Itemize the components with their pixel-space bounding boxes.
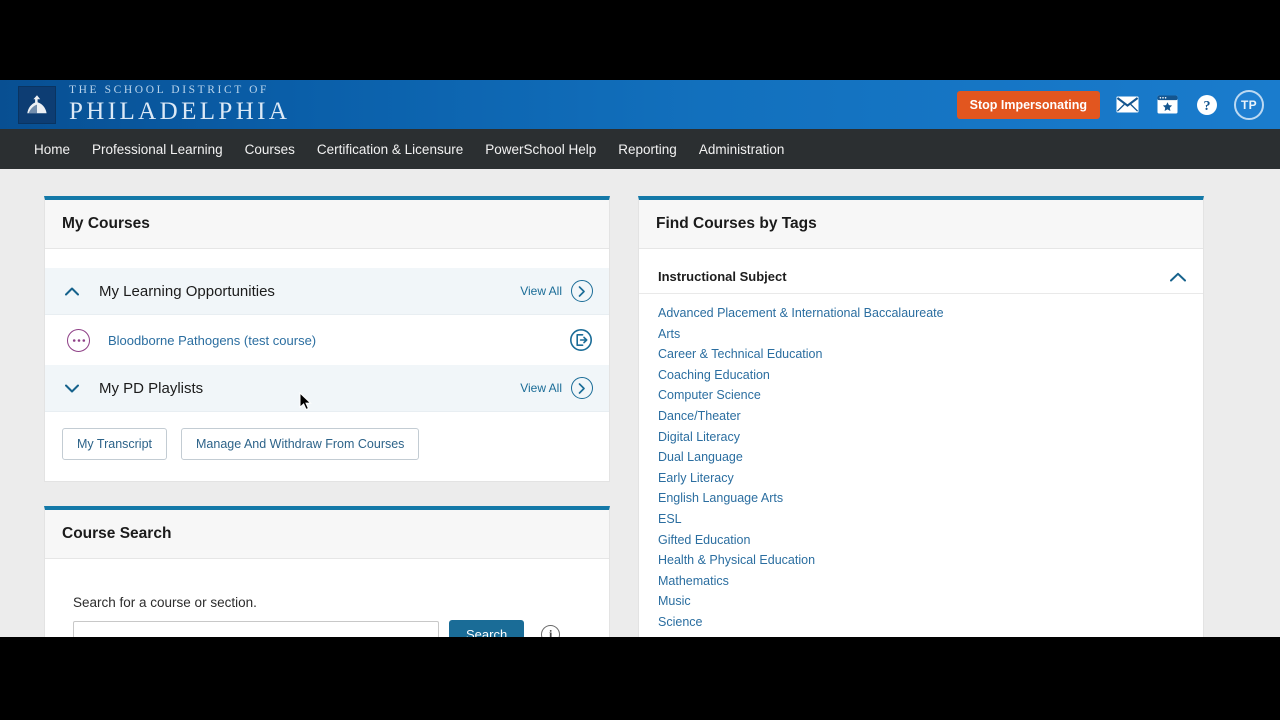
tag-item[interactable]: Coaching Education: [658, 367, 770, 382]
district-bell-logo-icon: [18, 85, 56, 124]
avatar[interactable]: TP: [1234, 89, 1264, 120]
mail-icon[interactable]: [1114, 92, 1140, 118]
search-button[interactable]: Search: [449, 620, 525, 637]
brand[interactable]: THE SCHOOL DISTRICT OF PHILADELPHIA: [18, 83, 291, 126]
page-content: My Courses My Learning Opportunities Vie…: [0, 169, 1280, 637]
header-actions: Stop Impersonating: [956, 89, 1264, 120]
svg-text:?: ?: [1204, 99, 1211, 114]
accordion-label: My PD Playlists: [99, 379, 204, 397]
find-courses-by-tags-title: Find Courses by Tags: [639, 200, 1203, 249]
find-courses-by-tags-panel: Find Courses by Tags Instructional Subje…: [638, 196, 1204, 637]
tag-item[interactable]: Arts: [658, 326, 681, 341]
my-transcript-button[interactable]: My Transcript: [62, 428, 168, 460]
accordion-label: My Learning Opportunities: [99, 282, 275, 300]
course-name-link[interactable]: Bloodborne Pathogens (test course): [108, 332, 317, 348]
accordion-my-learning-opportunities[interactable]: My Learning Opportunities View All: [45, 268, 609, 315]
nav-item-reporting[interactable]: Reporting: [618, 141, 677, 157]
course-search-body: Search for a course or section. Search i…: [45, 559, 609, 637]
letterbox-top: [0, 0, 1280, 80]
stop-impersonating-button[interactable]: Stop Impersonating: [956, 90, 1100, 119]
course-search-controls: Search i: [73, 620, 592, 637]
tag-list: Advanced Placement & International Bacca…: [639, 294, 1203, 637]
launch-course-icon[interactable]: [569, 328, 593, 352]
tag-section-title: Instructional Subject: [658, 269, 787, 284]
bookmark-window-icon[interactable]: [1154, 92, 1180, 118]
my-courses-title: My Courses: [45, 200, 609, 249]
view-all-learning-opportunities[interactable]: View All: [520, 280, 593, 302]
search-input[interactable]: [73, 621, 439, 637]
my-courses-body: My Learning Opportunities View All: [45, 268, 609, 481]
tags-body: Instructional Subject Advanced Placement…: [639, 249, 1203, 637]
nav-item-courses[interactable]: Courses: [244, 141, 295, 157]
nav-item-administration[interactable]: Administration: [698, 141, 785, 157]
tag-item[interactable]: ESL: [658, 511, 682, 526]
tag-item[interactable]: Early Literacy: [658, 470, 734, 485]
left-column: My Courses My Learning Opportunities Vie…: [44, 196, 610, 637]
tag-item[interactable]: Science: [658, 614, 703, 629]
chevron-right-icon: [571, 377, 593, 399]
course-row: Bloodborne Pathogens (test course): [45, 315, 609, 365]
nav-item-powerschool-help[interactable]: PowerSchool Help: [485, 141, 597, 157]
brand-line-1: THE SCHOOL DISTRICT OF: [69, 83, 270, 96]
view-all-pd-playlists[interactable]: View All: [520, 377, 593, 399]
tag-item[interactable]: English Language Arts: [658, 491, 784, 506]
chevron-down-icon[interactable]: [61, 384, 83, 393]
view-all-label: View All: [520, 381, 562, 395]
tag-item[interactable]: Health & Physical Education: [658, 553, 816, 568]
in-progress-ellipsis-icon: [67, 328, 90, 352]
brand-line-2: PHILADELPHIA: [69, 98, 291, 126]
course-search-panel: Course Search Search for a course or sec…: [44, 506, 610, 637]
tag-item[interactable]: Music: [658, 594, 691, 609]
my-courses-actions: My Transcript Manage And Withdraw From C…: [45, 412, 609, 481]
chevron-right-icon: [571, 280, 593, 302]
tag-item[interactable]: Mathematics: [658, 573, 729, 588]
app-header: THE SCHOOL DISTRICT OF PHILADELPHIA Stop…: [0, 80, 1280, 129]
help-icon[interactable]: ?: [1194, 92, 1220, 118]
course-search-title: Course Search: [45, 510, 609, 559]
right-column: Find Courses by Tags Instructional Subje…: [638, 196, 1204, 637]
info-icon[interactable]: i: [541, 625, 561, 637]
browser-viewport: THE SCHOOL DISTRICT OF PHILADELPHIA Stop…: [0, 80, 1280, 637]
accordion-my-pd-playlists[interactable]: My PD Playlists View All: [45, 365, 609, 412]
tag-item[interactable]: Digital Literacy: [658, 429, 740, 444]
nav-item-professional-learning[interactable]: Professional Learning: [92, 141, 223, 157]
nav-item-certification-licensure[interactable]: Certification & Licensure: [316, 141, 464, 157]
my-courses-panel: My Courses My Learning Opportunities Vie…: [44, 196, 610, 482]
view-all-label: View All: [520, 284, 562, 298]
chevron-up-icon[interactable]: [1170, 272, 1186, 282]
letterbox-bottom: [0, 637, 1280, 720]
tag-section-instructional-subject[interactable]: Instructional Subject: [639, 249, 1203, 294]
tag-item[interactable]: Computer Science: [658, 388, 761, 403]
tag-item[interactable]: Dual Language: [658, 450, 743, 465]
brand-text: THE SCHOOL DISTRICT OF PHILADELPHIA: [69, 83, 291, 126]
tag-item[interactable]: Gifted Education: [658, 532, 751, 547]
course-search-label: Search for a course or section.: [73, 595, 257, 610]
main-nav: Home Professional Learning Courses Certi…: [0, 129, 1280, 169]
tag-item[interactable]: Advanced Placement & International Bacca…: [658, 306, 944, 320]
tag-item[interactable]: Social Studies: [658, 633, 1203, 638]
tag-item[interactable]: Career & Technical Education: [658, 347, 823, 362]
tag-item[interactable]: Dance/Theater: [658, 408, 741, 423]
manage-withdraw-courses-button[interactable]: Manage And Withdraw From Courses: [181, 428, 420, 460]
chevron-up-icon[interactable]: [61, 287, 83, 296]
nav-item-home[interactable]: Home: [34, 141, 71, 157]
